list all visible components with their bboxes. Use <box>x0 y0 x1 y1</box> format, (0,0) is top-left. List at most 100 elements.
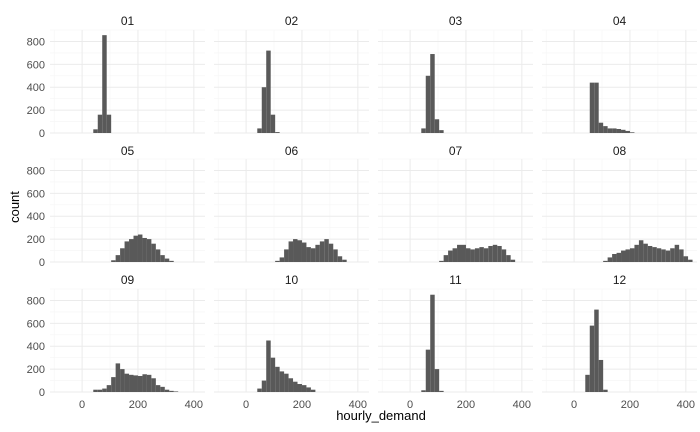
histogram-bar <box>275 366 280 392</box>
histogram-bar <box>137 234 143 262</box>
histogram-bar <box>133 235 138 262</box>
histogram-bar <box>160 386 165 392</box>
histogram-bar <box>603 126 608 133</box>
histogram-bar <box>257 388 262 392</box>
histogram-bar <box>129 374 134 392</box>
y-tick-label: 400 <box>27 82 45 94</box>
histogram-bar <box>443 255 449 262</box>
histogram-bar <box>337 256 343 262</box>
histogram-bar <box>160 255 165 262</box>
y-tick-label: 0 <box>39 387 45 399</box>
histogram-bar <box>169 390 174 392</box>
facet-panel: 02 <box>214 14 369 134</box>
histogram-bar <box>634 244 639 262</box>
histogram-bar <box>448 250 453 262</box>
histogram-bar <box>629 248 635 262</box>
x-tick-label: 200 <box>129 399 147 411</box>
facet-panel: 08 <box>542 144 697 263</box>
histogram-bar <box>275 260 280 262</box>
histogram-bar <box>142 374 147 392</box>
y-tick-label: 600 <box>27 188 45 200</box>
histogram-bar <box>315 244 320 262</box>
x-tick-label: 200 <box>621 399 639 411</box>
facet-panel: 11 0 200 400 <box>378 273 533 411</box>
histogram-bar <box>647 245 653 262</box>
x-axis-title: hourly_demand <box>336 408 426 423</box>
x-tick-label: 400 <box>513 399 531 411</box>
histogram-bar <box>310 389 316 392</box>
histogram-bar <box>301 242 307 262</box>
facet-label: 09 <box>121 273 135 287</box>
histogram-bar <box>501 249 507 262</box>
histogram-bar <box>652 247 657 262</box>
histogram-bar <box>439 130 444 133</box>
y-tick-label: 0 <box>39 128 45 140</box>
facet-label: 06 <box>285 144 299 158</box>
histogram-bar <box>275 132 280 133</box>
histogram-bar <box>461 244 466 262</box>
histogram-bar <box>612 128 617 133</box>
histogram-bar <box>607 128 613 133</box>
y-tick-label: 200 <box>27 364 45 376</box>
histogram-bar <box>457 244 462 262</box>
histogram-bar <box>434 369 440 392</box>
histogram-bar <box>621 129 626 133</box>
histogram-bar <box>629 132 635 133</box>
histogram-bar <box>97 114 103 133</box>
histogram-bar <box>102 388 107 392</box>
histogram-bar <box>319 241 325 262</box>
x-tick-label: 400 <box>185 399 203 411</box>
histogram-bar <box>430 54 435 133</box>
facet-panel: 09 0 200 400 600 800 0 200 400 <box>27 273 205 411</box>
histogram-bar <box>155 385 161 392</box>
histogram-bar <box>137 375 143 392</box>
histogram-bar <box>297 383 302 392</box>
facet-label: 03 <box>449 14 463 28</box>
histogram-bar <box>603 389 608 392</box>
histogram-bar <box>625 249 630 262</box>
histogram-bar <box>151 378 156 392</box>
histogram-bar <box>261 380 267 392</box>
histogram-bar <box>266 50 271 133</box>
histogram-bar <box>306 247 311 262</box>
histogram-bar <box>612 253 617 262</box>
histogram-bar <box>288 378 294 392</box>
facet-label: 11 <box>449 273 462 287</box>
histogram-bar <box>102 35 107 133</box>
histogram-bar <box>328 243 334 262</box>
histogram-bar <box>598 359 604 392</box>
histogram-bar <box>164 389 170 392</box>
y-axis-title: count <box>7 191 22 223</box>
histogram-bar <box>142 237 147 262</box>
histogram-bar <box>607 257 613 262</box>
histogram-bar <box>603 260 608 262</box>
histogram-bar <box>430 294 435 392</box>
histogram-bar <box>492 244 498 262</box>
y-tick-label: 600 <box>27 59 45 71</box>
histogram-bar <box>279 257 285 262</box>
histogram-bar <box>470 249 475 262</box>
histogram-bar <box>111 260 116 262</box>
histogram-bar <box>324 239 329 262</box>
y-tick-label: 800 <box>27 165 45 177</box>
histogram-bar <box>284 249 289 262</box>
histogram-bar <box>342 259 347 262</box>
y-tick-label: 400 <box>27 341 45 353</box>
histogram-bar <box>124 373 130 392</box>
x-tick-label: 200 <box>293 399 311 411</box>
facet-panel: 10 0 200 400 <box>214 273 369 411</box>
histogram-bar <box>674 244 680 262</box>
histogram-bar <box>643 243 648 262</box>
histogram-bar <box>474 248 480 262</box>
histogram-bar <box>169 260 174 262</box>
histogram-bar <box>594 309 599 392</box>
histogram-bar <box>266 340 271 392</box>
histogram-bar <box>616 128 622 133</box>
histogram-bar <box>589 82 595 133</box>
x-tick-label: 200 <box>457 399 475 411</box>
facet-panel: 06 <box>214 144 369 263</box>
y-tick-label: 800 <box>27 36 45 48</box>
histogram-bar <box>284 373 289 392</box>
histogram-bar <box>421 390 426 392</box>
y-tick-label: 600 <box>27 318 45 330</box>
